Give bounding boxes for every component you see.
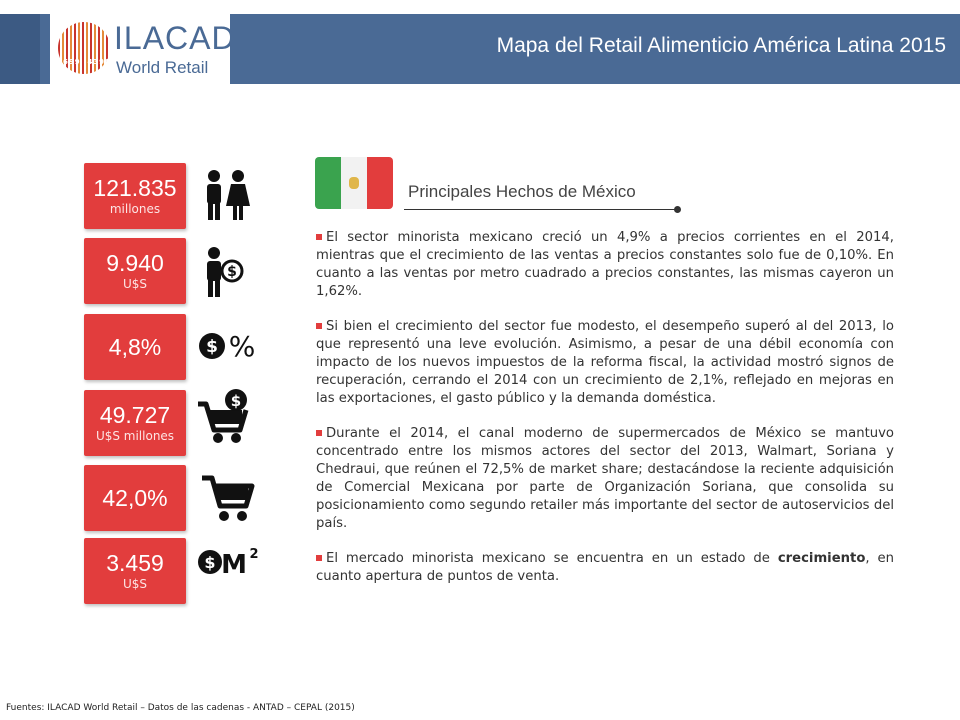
header-stripe: [0, 14, 40, 84]
source-footnote: Fuentes: ILACAD World Retail – Datos de …: [6, 703, 355, 713]
stat-value: 42,0%: [102, 485, 168, 511]
stat-growth: 4,8%: [84, 314, 186, 380]
bullet-icon: [316, 323, 322, 329]
logo-subtitle: World Retail: [116, 58, 209, 77]
dollar-percent-icon: $ %: [199, 330, 256, 363]
stat-sales-per-m2: 3.459 U$S: [84, 538, 186, 604]
facts-body: El sector minorista mexicano creció un 4…: [316, 229, 894, 603]
svg-text:$: $: [206, 337, 218, 357]
logo-emblem-icon: [58, 22, 110, 74]
people-icon: [207, 170, 250, 220]
fact-paragraph: El sector minorista mexicano creció un 4…: [316, 230, 894, 299]
dollar-m2-icon: $ M 2: [198, 547, 259, 580]
cart-dollar-icon: $: [198, 389, 249, 443]
stat-gdp-per-capita: 9.940 U$S: [84, 238, 186, 304]
fact-paragraph: Durante el 2014, el canal moderno de sup…: [316, 426, 894, 531]
stat-market-share: 42,0%: [84, 465, 186, 531]
bullet-icon: [316, 234, 322, 240]
stat-unit: U$S: [122, 577, 148, 591]
stat-value: 9.940: [106, 250, 164, 276]
heading-dot: [674, 206, 681, 213]
fact-paragraph: El mercado minorista mexicano se encuent…: [316, 551, 895, 584]
svg-text:$: $: [227, 264, 237, 280]
svg-text:2: 2: [249, 547, 258, 562]
svg-text:M: M: [221, 550, 247, 580]
bullet-icon: [316, 430, 322, 436]
stat-value: 49.727: [99, 402, 171, 428]
stat-retail-sales: 49.727 U$S millones: [84, 390, 186, 456]
cart-icon: [202, 475, 255, 521]
ilacad-logo: 3699 4398 ILACAD World Retail: [50, 14, 235, 84]
heading-underline: [404, 209, 676, 210]
bullet-icon: [316, 555, 322, 561]
logo-name: ILACAD: [114, 20, 236, 56]
page-title: Mapa del Retail Alimenticio América Lati…: [496, 34, 946, 57]
mexico-flag-icon: [315, 157, 393, 209]
fact-paragraph: Si bien el crecimiento del sector fue mo…: [316, 319, 894, 406]
svg-text:$: $: [231, 392, 241, 410]
stat-value: 4,8%: [108, 334, 162, 360]
stat-unit: millones: [109, 202, 161, 216]
stat-value: 3.459: [106, 550, 164, 576]
stat-unit: U$S millones: [95, 429, 175, 443]
stat-population: 121.835 millones: [84, 163, 186, 229]
section-heading: Principales Hechos de México: [408, 182, 636, 201]
logo-numbers: 3699 4398: [57, 58, 111, 66]
stat-value: 121.835: [93, 175, 177, 201]
svg-text:%: %: [229, 330, 256, 363]
svg-text:$: $: [204, 553, 215, 572]
person-dollar-icon: $: [207, 247, 244, 297]
stat-unit: U$S: [122, 277, 148, 291]
